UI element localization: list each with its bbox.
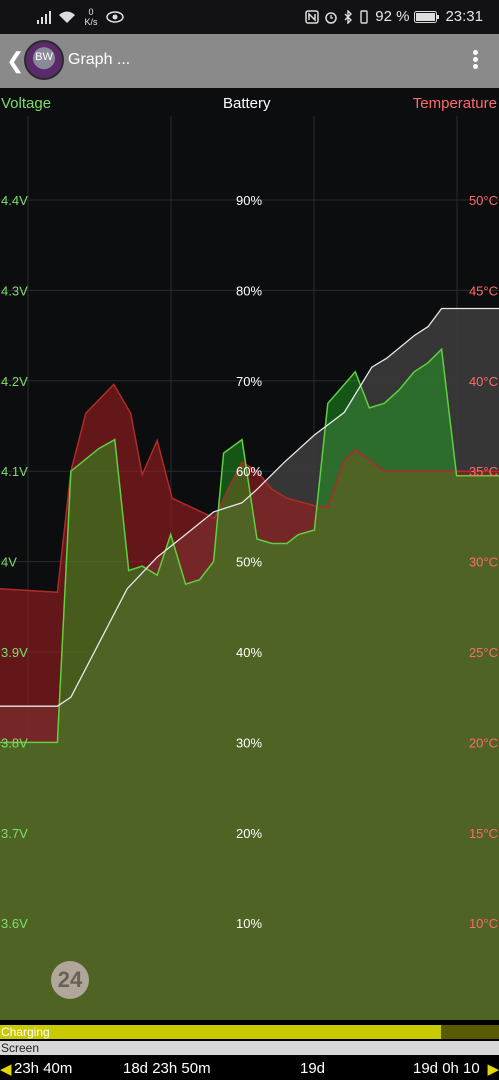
- battery-tick-label: 40%: [236, 645, 262, 660]
- battery-tick-label: 80%: [236, 283, 262, 298]
- net-speed-value: 0: [88, 7, 94, 17]
- temperature-tick-label: 50°C: [469, 193, 498, 208]
- chart-areas: [0, 308, 499, 1020]
- temperature-area: [0, 384, 499, 1020]
- net-speed: 0 K/s: [82, 7, 100, 27]
- scroll-left-arrow-icon[interactable]: ◀: [0, 1061, 12, 1078]
- app-logo-text: BW: [35, 51, 53, 63]
- screen-row: Screen: [0, 1041, 499, 1055]
- voltage-tick-label: 3.8V: [1, 735, 28, 750]
- battery-tick-label: 20%: [236, 826, 262, 841]
- voltage-header: Voltage: [1, 95, 52, 112]
- net-speed-unit: K/s: [84, 17, 98, 27]
- screen-bar: [0, 1041, 499, 1055]
- battery-tick-label: 90%: [236, 193, 262, 208]
- battery-tick-label: 10%: [236, 916, 262, 931]
- temperature-line: [0, 383, 499, 594]
- charging-bar-remaining: [441, 1025, 499, 1039]
- chart-lines: [0, 307, 499, 744]
- zoom-level-badge[interactable]: 24: [51, 961, 89, 999]
- battery-header: Battery: [223, 95, 271, 112]
- voltage-tick-label: 4.1V: [1, 464, 28, 479]
- voltage-line: [0, 347, 499, 744]
- voltage-tick-label: 3.7V: [1, 826, 28, 841]
- eye-icon: [106, 11, 124, 23]
- temperature-tick-label: 40°C: [469, 374, 498, 389]
- status-left: 0 K/s: [36, 7, 124, 27]
- time-label: 18d 23h 50m: [123, 1060, 211, 1077]
- bluetooth-icon: [344, 9, 353, 24]
- voltage-area: [0, 349, 499, 1020]
- signal-icon: [37, 11, 51, 24]
- battery-tick-label: 30%: [236, 735, 262, 750]
- nfc-icon: [305, 9, 319, 24]
- wifi-icon: [59, 11, 75, 23]
- temperature-tick-label: 35°C: [469, 464, 498, 479]
- temperature-tick-label: 20°C: [469, 735, 498, 750]
- charging-bar: [0, 1025, 442, 1039]
- time-label: 19d 0h 10: [413, 1060, 480, 1077]
- app-logo[interactable]: BW: [24, 40, 64, 80]
- back-arrow-icon[interactable]: ❮: [6, 48, 25, 73]
- voltage-tick-label: 4V: [1, 555, 17, 570]
- status-bar: 0 K/s 92 % 23:31: [0, 0, 499, 34]
- voltage-tick-label: 4.4V: [1, 193, 28, 208]
- charging-label: Charging: [1, 1025, 50, 1039]
- battery-line: [0, 307, 499, 707]
- alarm-icon: [325, 11, 337, 24]
- time-label: 19d: [300, 1060, 326, 1077]
- voltage-tick-label: 3.9V: [1, 645, 28, 660]
- overflow-menu-icon[interactable]: [473, 48, 479, 71]
- page-title: Graph ...: [68, 51, 131, 68]
- time-label: 23h 40m: [14, 1060, 73, 1077]
- app-bar: ❮ BW Graph ...: [0, 34, 499, 88]
- temperature-tick-label: 30°C: [469, 555, 498, 570]
- status-strip: Charging Screen: [0, 1020, 499, 1080]
- voltage-tick-label: 3.6V: [1, 916, 28, 931]
- scroll-right-arrow-icon[interactable]: ▶: [487, 1061, 499, 1078]
- voltage-tick-label: 4.2V: [1, 374, 28, 389]
- battery-tick-label: 60%: [236, 464, 262, 479]
- battery-tick-label: 70%: [236, 374, 262, 389]
- status-right: 92 % 23:31: [305, 8, 483, 25]
- temperature-header: Temperature: [412, 95, 497, 112]
- battery-icon: [414, 10, 440, 23]
- time-axis[interactable]: ◀ 23h 40m 18d 23h 50m 19d 19d 0h 10 ▶: [0, 1058, 499, 1080]
- battery-tick-label: 50%: [236, 555, 262, 570]
- temperature-tick-label: 15°C: [469, 826, 498, 841]
- battery-graph[interactable]: 4.4V 4.3V 4.2V 4.1V 4V 3.9V 3.8V 3.7V 3.6V 90% 80%…: [0, 88, 499, 1020]
- clock: 23:31: [445, 8, 483, 25]
- temperature-tick-label: 10°C: [469, 916, 498, 931]
- voltage-tick-label: 4.3V: [1, 283, 28, 298]
- vibrate-icon: [360, 9, 368, 24]
- chart-tick-labels: 4.4V 4.3V 4.2V 4.1V 4V 3.9V 3.8V 3.7V 3.6V 90% 80%…: [1, 193, 498, 931]
- charging-row: Charging: [0, 1025, 499, 1039]
- temperature-tick-label: 25°C: [469, 645, 498, 660]
- screen-label: Screen: [1, 1041, 40, 1055]
- battery-percent: 92 %: [375, 8, 410, 25]
- temperature-tick-label: 45°C: [469, 283, 498, 298]
